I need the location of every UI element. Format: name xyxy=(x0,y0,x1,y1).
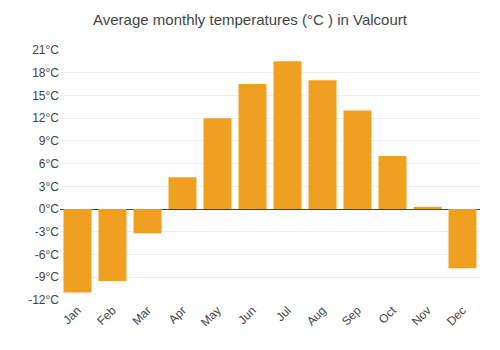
svg-text:Sep: Sep xyxy=(339,303,364,328)
svg-text:Dec: Dec xyxy=(444,303,469,328)
svg-text:Feb: Feb xyxy=(94,303,119,328)
svg-text:-6°C: -6°C xyxy=(35,248,59,262)
svg-text:Aug: Aug xyxy=(304,303,329,328)
svg-text:May: May xyxy=(198,303,224,329)
svg-text:Jun: Jun xyxy=(235,303,259,327)
svg-text:Jul: Jul xyxy=(273,303,294,324)
svg-text:0°C: 0°C xyxy=(39,202,59,216)
svg-text:Jan: Jan xyxy=(60,303,84,327)
svg-text:15°C: 15°C xyxy=(32,89,59,103)
svg-text:6°C: 6°C xyxy=(39,157,59,171)
svg-text:Oct: Oct xyxy=(376,303,400,327)
svg-text:Mar: Mar xyxy=(129,303,154,328)
svg-text:Average monthly temperatures (: Average monthly temperatures (°C ) in Va… xyxy=(93,11,408,28)
svg-text:9°C: 9°C xyxy=(39,134,59,148)
svg-text:21°C: 21°C xyxy=(32,43,59,57)
svg-text:18°C: 18°C xyxy=(32,66,59,80)
svg-text:Nov: Nov xyxy=(409,303,434,328)
svg-text:12°C: 12°C xyxy=(32,111,59,125)
svg-text:3°C: 3°C xyxy=(39,180,59,194)
svg-text:-9°C: -9°C xyxy=(35,270,59,284)
svg-text:-12°C: -12°C xyxy=(28,293,59,307)
svg-text:-3°C: -3°C xyxy=(35,225,59,239)
svg-text:Apr: Apr xyxy=(166,303,189,326)
